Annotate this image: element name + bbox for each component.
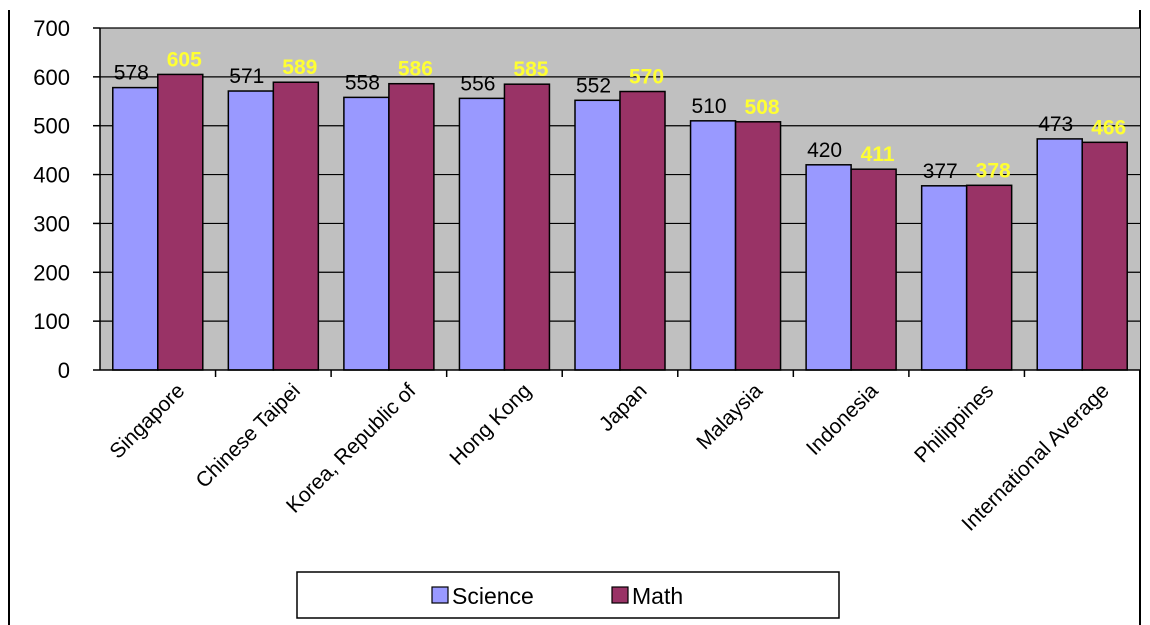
- y-tick-label: 600: [33, 65, 70, 90]
- bar-science: [920, 185, 968, 371]
- data-label-math: 570: [629, 66, 664, 89]
- x-tick-label: Chinese Taipei: [191, 379, 304, 492]
- y-tick-label: 100: [33, 309, 70, 334]
- x-tick-label: Japan: [595, 379, 652, 436]
- data-label-science: 578: [114, 62, 149, 85]
- data-label-science: 377: [923, 160, 958, 183]
- bar-science: [112, 86, 159, 371]
- bar-science: [343, 96, 390, 371]
- data-label-math: 586: [398, 58, 433, 81]
- data-label-math: 378: [976, 159, 1011, 182]
- data-label-math: 605: [167, 48, 202, 71]
- data-label-math: 589: [282, 56, 317, 79]
- y-axis-ticks: 0 100 200 300 400 500 600 700: [33, 16, 100, 383]
- legend-box: [296, 571, 840, 619]
- x-tick-label: Hong Kong: [445, 379, 536, 470]
- bar-math: [272, 81, 320, 371]
- legend-swatch-math: [611, 586, 629, 604]
- x-tick-label: Philippines: [910, 379, 998, 467]
- data-label-science: 510: [692, 95, 727, 118]
- y-tick-label: 0: [58, 358, 70, 383]
- bars: [112, 73, 1128, 371]
- y-tick-label: 700: [33, 16, 70, 41]
- bar-math: [850, 168, 897, 371]
- x-tick-label: Singapore: [105, 379, 189, 463]
- bar-science: [227, 90, 275, 371]
- data-label-science: 420: [807, 139, 842, 162]
- data-label-math: 411: [861, 143, 895, 166]
- bar-math: [503, 83, 551, 371]
- bar-science: [1036, 138, 1083, 371]
- bar-science: [689, 120, 737, 371]
- bar-math: [619, 90, 666, 371]
- bar-math: [1081, 141, 1128, 371]
- legend: Science Math: [296, 571, 840, 619]
- legend-swatch-science: [431, 586, 449, 604]
- data-label-science: 558: [345, 71, 380, 94]
- y-tick-label: 400: [33, 163, 70, 188]
- y-tick-label: 300: [33, 211, 70, 236]
- data-label-science: 473: [1038, 113, 1073, 136]
- bar-math: [388, 82, 435, 371]
- bar-math: [965, 184, 1013, 371]
- legend-label-math: Math: [632, 583, 683, 609]
- x-tick-label: Indonesia: [802, 379, 883, 460]
- bar-science: [458, 97, 506, 371]
- data-label-math: 466: [1091, 116, 1126, 139]
- bar-math: [157, 73, 204, 371]
- bar-science: [805, 164, 852, 371]
- x-tick-label: Korea, Republic of: [282, 379, 421, 518]
- axes: [99, 28, 1140, 371]
- legend-label-science: Science: [452, 583, 534, 609]
- value-labels: 578 605 571 589 558 586 556 585 552 570 510 508 420 4…: [114, 48, 1126, 182]
- data-label-math: 508: [745, 96, 780, 119]
- data-label-math: 585: [513, 58, 548, 81]
- data-label-science: 556: [460, 72, 495, 95]
- bar-science: [574, 99, 621, 371]
- data-label-science: 571: [229, 65, 264, 88]
- y-tick-label: 500: [33, 114, 70, 139]
- y-tick-label: 200: [33, 260, 70, 285]
- x-tick-label: Malaysia: [692, 379, 767, 454]
- data-label-science: 552: [576, 74, 611, 97]
- bar-math: [734, 121, 782, 371]
